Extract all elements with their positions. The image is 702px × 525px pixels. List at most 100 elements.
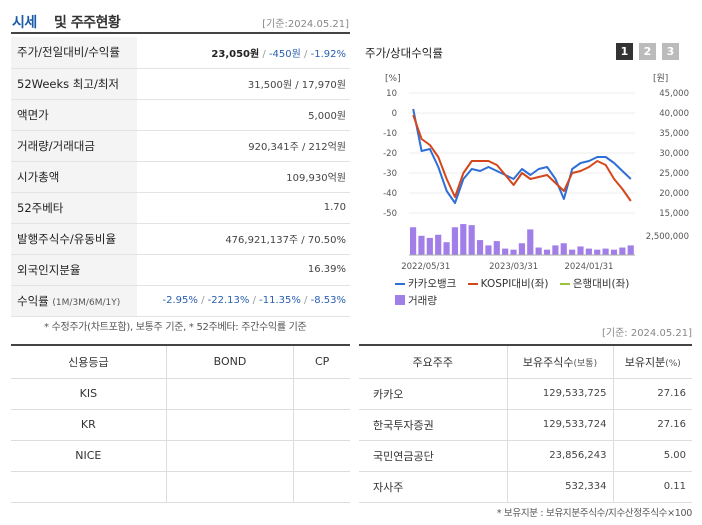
volume-bar: [552, 245, 559, 255]
right-tick-label: 35,000: [659, 129, 689, 139]
x-tick-label: 2024/01/31: [564, 262, 613, 272]
volume-bar: [435, 234, 442, 255]
holder-pct: 27.16: [612, 408, 692, 441]
holder-shares: 129,533,724: [506, 408, 614, 441]
volume-bar: [426, 237, 433, 255]
volume-bar: [518, 243, 525, 255]
section-title: 시세: [12, 15, 37, 31]
row-label: 액면가: [11, 99, 137, 131]
volume-bar: [485, 245, 492, 255]
volume-bar: [610, 249, 618, 255]
row-value: 16.39%: [137, 254, 350, 286]
volume-bar: [443, 242, 450, 255]
volume-tick-label: 2,500,000: [646, 232, 689, 242]
legend-item-bank-rel: 은행대비(좌): [559, 276, 629, 293]
rate-value: -1.92%: [310, 48, 346, 60]
right-tick-label: 25,000: [659, 169, 689, 179]
volume-bar: [594, 249, 601, 255]
volume-bar: [502, 248, 509, 255]
left-tick-label: -50: [383, 209, 397, 219]
right-tick-label: 40,000: [659, 109, 689, 119]
chart-tab-2[interactable]: 2: [639, 43, 656, 60]
returns-label: 수익률: [17, 293, 49, 308]
holder-pct: 0.11: [612, 470, 692, 503]
table-row: 발행주식수/유동비율 476,921,137주 / 70.50%: [11, 223, 350, 255]
row-value: 31,500원 / 17,970원: [137, 68, 350, 100]
cp-cell: [293, 408, 350, 441]
volume-bar: [602, 248, 609, 255]
right-tick-label: 30,000: [659, 149, 689, 159]
col-header: CP: [293, 344, 350, 379]
agency-cell: KIS: [11, 377, 167, 410]
shareholder-footnote: * 보유지분 : 보유지분주식수/지수산정주식수×100: [496, 508, 693, 519]
returns-period-label: (1M/3M/6M/1Y): [52, 297, 121, 308]
holder-name: 한국투자증권: [359, 408, 508, 441]
chart-tabs: 1 2 3: [616, 43, 679, 60]
holder-name: 카카오: [359, 377, 508, 410]
table-row: KR: [11, 408, 350, 441]
col-header: BOND: [165, 344, 295, 379]
table-row: 52주베타 1.70: [11, 192, 350, 224]
volume-bar: [577, 246, 584, 255]
row-label: 거래량/거래대금: [11, 130, 137, 162]
price-chart-panel: 주가/상대수익률 1 2 3 [%] [원] 10 0 -10 -20 -30 -40 -50 4…: [359, 37, 692, 317]
row-value: 109,930억원: [137, 161, 350, 193]
x-tick-label: 2023/03/31: [489, 262, 538, 272]
table-row: 시가총액 109,930억원: [11, 161, 350, 193]
table-row: KIS: [11, 377, 350, 410]
volume-bar: [543, 249, 551, 255]
table-row: 국민연금공단 23,856,243 5.00: [359, 439, 692, 472]
shareholder-table: 주요주주 보유주식수(보통) 보유지분(%) 카카오 129,533,725 2…: [359, 344, 692, 503]
row-value: 23,050원 / -450원 / -1.92%: [137, 37, 350, 69]
row-value: 476,921,137주 / 70.50%: [137, 223, 350, 255]
holder-shares: 532,334: [506, 470, 614, 503]
row-label: 주가/전일대비/수익률: [11, 37, 137, 69]
return-1m: -2.95%: [162, 295, 198, 306]
table-row: 자사주 532,334 0.11: [359, 470, 692, 503]
chart-tab-1[interactable]: 1: [616, 43, 633, 60]
volume-bar: [410, 227, 417, 255]
col-header: 주요주주: [359, 344, 508, 379]
volume-bar: [460, 224, 467, 255]
chart-title: 주가/상대수익률: [365, 46, 443, 60]
bond-cell: [165, 408, 295, 441]
col-header: 보유주식수(보통): [506, 344, 614, 379]
bond-cell: [165, 439, 295, 472]
row-label: 발행주식수/유동비율: [11, 223, 137, 255]
cp-cell: [293, 470, 350, 503]
return-3m: -22.13%: [207, 295, 250, 306]
legend-item-volume: 거래량: [395, 293, 437, 310]
row-label: 수익률 (1M/3M/6M/1Y): [11, 285, 137, 317]
return-1y: -8.53%: [310, 295, 346, 306]
volume-bar: [476, 240, 484, 255]
table-row: 수익률 (1M/3M/6M/1Y) -2.95% / -22.13% / -11…: [11, 285, 350, 317]
section-subtitle: 및 주주현황: [54, 15, 121, 31]
row-label: 52Weeks 최고/최저: [11, 68, 137, 100]
col-header: 보유지분(%): [612, 344, 692, 379]
table-row: 한국투자증권 129,533,724 27.16: [359, 408, 692, 441]
chart-legend: 카카오뱅크 KOSPI대비(좌) 은행대비(좌) 거래량: [395, 276, 695, 310]
right-tick-label: 15,000: [659, 209, 689, 219]
volume-bar: [510, 249, 517, 255]
volume-bar: [468, 225, 475, 255]
table-row: 카카오 129,533,725 27.16: [359, 377, 692, 410]
holder-shares: 129,533,725: [506, 377, 614, 410]
chart-tab-3[interactable]: 3: [662, 43, 679, 60]
volume-bar: [585, 248, 592, 255]
agency-cell: NICE: [11, 439, 167, 472]
left-tick-label: 0: [392, 109, 397, 119]
row-value: 5,000원: [137, 99, 350, 131]
series-line-1: [412, 108, 632, 204]
volume-bar: [619, 247, 626, 255]
table-row: 액면가 5,000원: [11, 99, 350, 131]
price-value: 23,050원: [211, 48, 260, 60]
row-value: 1.70: [137, 192, 350, 224]
right-axis-unit: [원]: [653, 73, 668, 84]
stock-info-table: 주가/전일대비/수익률 23,050원 / -450원 / -1.92% 52W…: [11, 37, 350, 317]
return-6m: -11.35%: [259, 295, 301, 306]
left-tick-label: -10: [383, 129, 397, 139]
holder-name: 국민연금공단: [359, 439, 508, 472]
volume-bar: [627, 245, 634, 255]
left-tick-label: -20: [383, 149, 397, 159]
base-date: [기준:2024.05.21]: [262, 19, 349, 30]
